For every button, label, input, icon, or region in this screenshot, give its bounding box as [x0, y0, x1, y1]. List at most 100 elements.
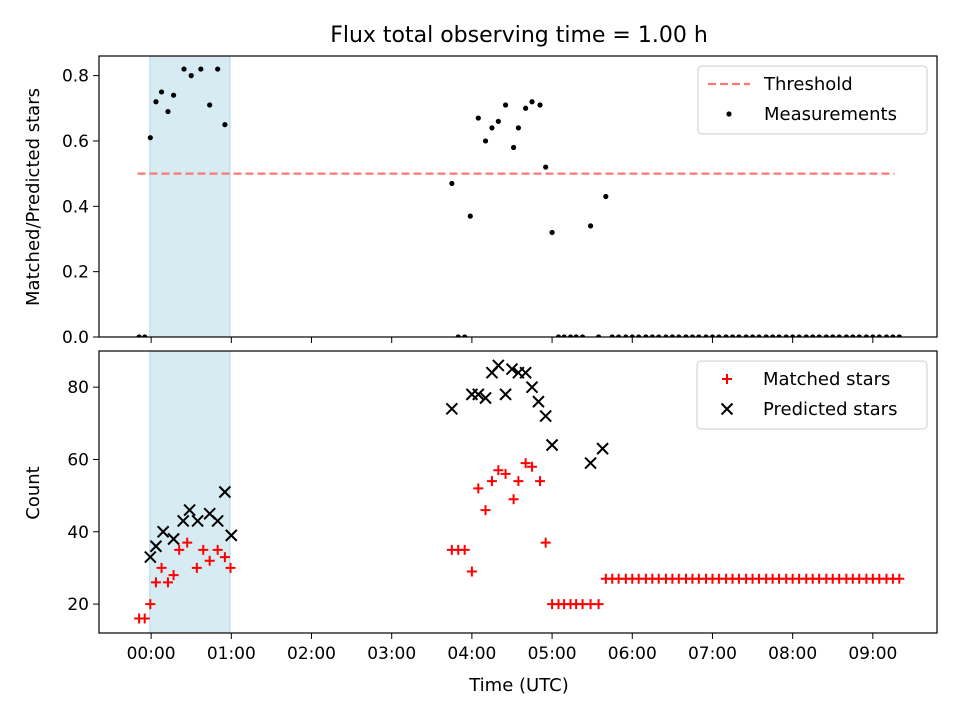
predicted-star-point [144, 550, 157, 564]
legend-label: Measurements [764, 104, 897, 125]
measurement-point [876, 334, 882, 337]
matched-star-point [486, 476, 497, 487]
measurement-point [549, 229, 555, 236]
matched-star-point [150, 577, 161, 588]
measurement-point [475, 115, 481, 121]
y-tick-label: 20 [67, 595, 89, 615]
legend-matched-swatch [722, 374, 732, 384]
legend: Threshold Measurements [697, 65, 928, 135]
predicted-star-point [479, 391, 492, 405]
measurement-point [723, 334, 729, 337]
measurement-point [207, 102, 213, 108]
predicted-star-point [149, 540, 163, 553]
matched-star-point [156, 562, 167, 573]
measurement-point [770, 334, 776, 337]
measurement-point [158, 89, 165, 95]
measurement-point [609, 334, 615, 337]
measurement-point [703, 334, 709, 337]
measurement-point [729, 334, 736, 337]
measurement-point [455, 334, 461, 337]
matched-star-point [527, 461, 538, 472]
measurement-point [147, 135, 153, 141]
predicted-star-point [532, 395, 545, 408]
measurement-point [222, 122, 228, 128]
matched-star-point [225, 562, 236, 573]
predicted-star-point [499, 388, 512, 401]
x-tick-label: 08:00 [768, 644, 817, 664]
measurement-point [449, 180, 455, 187]
y-tick-label: 0.0 [62, 328, 89, 348]
predicted-star-point [472, 388, 485, 401]
matched-star-point [182, 537, 193, 548]
matched-star-point [520, 458, 531, 469]
predicted-star-point [211, 514, 224, 528]
measurement-point [573, 334, 579, 337]
measurement-point [603, 193, 609, 200]
predicted-star-point [445, 402, 459, 416]
measurement-point [836, 334, 842, 337]
matched-star-point [540, 537, 551, 548]
y-tick-label: 0.6 [62, 132, 89, 152]
measurement-point [823, 334, 829, 337]
legend: Matched stars Predicted stars [696, 360, 928, 430]
measurement-point [890, 334, 896, 337]
x-axis-label: Time (UTC) [468, 675, 569, 696]
x-tick-label: 03:00 [367, 644, 416, 664]
measurement-point [523, 105, 529, 111]
legend-predicted-swatch [720, 402, 734, 416]
measurement-point [683, 334, 689, 337]
predicted-star-point [225, 529, 238, 542]
measurement-point [142, 334, 148, 337]
measurement-point [462, 334, 468, 337]
ratio-panel: 0.0 0.2 0.4 0.6 0.8 Threshold Measurements [62, 55, 938, 348]
measurement-point [743, 334, 749, 337]
measurement-point [616, 334, 622, 337]
measurement-point [537, 102, 543, 108]
measurement-point [870, 334, 876, 337]
measurement-point [198, 66, 204, 72]
y-tick-label: 40 [67, 523, 89, 543]
x-tick-label: 07:00 [688, 644, 737, 664]
matched-star-point [204, 555, 215, 566]
measurement-point [883, 334, 890, 337]
measurement-point [756, 334, 762, 337]
measurement-point [656, 334, 662, 337]
matched-star-point [480, 505, 491, 516]
x-tick-label: 09:00 [848, 644, 897, 664]
measurement-point [850, 334, 856, 337]
matched-star-point [894, 573, 905, 584]
predicted-star-point [156, 525, 170, 538]
matched-star-point [212, 544, 223, 555]
measurement-point [790, 334, 796, 337]
y-tick-label: 0.4 [62, 197, 89, 217]
measurement-point [181, 66, 187, 72]
measurement-point [595, 334, 602, 337]
measurement-point [643, 334, 649, 337]
measurement-point [810, 334, 816, 337]
predicted-star-point [584, 456, 597, 470]
measurement-point [696, 334, 702, 337]
measurement-point [776, 334, 782, 337]
y-tick-label: 0.8 [62, 67, 89, 87]
observing-window-band [149, 351, 231, 633]
matched-star-point [139, 613, 150, 624]
predicted-star-point [539, 409, 552, 423]
measurement-point [510, 144, 517, 151]
x-tick-label: 06:00 [608, 644, 657, 664]
measurement-point [543, 164, 549, 170]
matched-star-point [466, 566, 477, 577]
matched-star-point [493, 465, 504, 476]
predicted-star-point [218, 485, 232, 499]
measurement-point [709, 334, 716, 337]
measurement-point [896, 334, 902, 337]
measurement-point [749, 334, 756, 337]
measurement-point [215, 66, 221, 72]
x-tick-label: 04:00 [447, 644, 496, 664]
matched-star-point [593, 599, 604, 610]
observing-window-band [149, 56, 231, 337]
predicted-star-point [596, 442, 609, 455]
legend-measurement-swatch [726, 111, 732, 117]
measurement-point [136, 334, 142, 337]
predicted-star-point [525, 380, 539, 394]
top-y-axis-label: Matched/Predicted stars [23, 88, 44, 306]
